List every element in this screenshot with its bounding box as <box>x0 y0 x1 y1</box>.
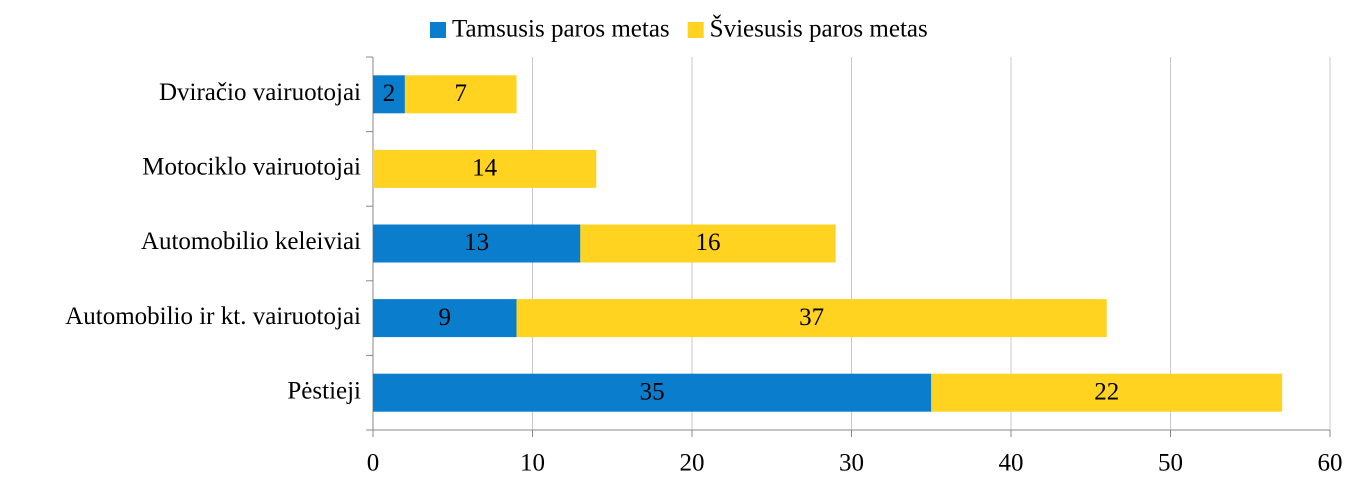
bar-segment <box>373 75 405 114</box>
data-label: 14 <box>472 155 498 182</box>
data-label: 2 <box>383 80 396 107</box>
x-tick-label: 30 <box>839 450 864 477</box>
data-label: 16 <box>695 229 720 256</box>
bar-segment <box>516 299 1107 338</box>
x-tick-label: 60 <box>1318 450 1343 477</box>
x-tick-label: 10 <box>520 450 545 477</box>
y-tick-label: Automobilio ir kt. vairuotojai <box>65 303 361 330</box>
bar-segment <box>373 224 581 263</box>
x-tick-label: 0 <box>367 450 380 477</box>
legend-swatch <box>430 22 446 38</box>
bar-segment <box>404 75 517 114</box>
x-tick-label: 20 <box>680 450 705 477</box>
y-tick-label: Motociklo vairuotojai <box>142 154 361 181</box>
data-label: 9 <box>439 304 452 331</box>
bar-segment <box>580 224 836 263</box>
bar-segment <box>931 373 1283 412</box>
legend-swatch <box>687 22 704 38</box>
x-tick-label: 50 <box>1158 450 1183 477</box>
y-tick-label: Dviračio vairuotojai <box>159 79 361 106</box>
bar-segment <box>373 373 932 412</box>
data-label: 7 <box>454 80 467 107</box>
y-tick-label: Automobilio keleiviai <box>141 228 361 255</box>
data-label: 35 <box>640 378 665 405</box>
data-label: 22 <box>1094 378 1119 405</box>
bar-segment <box>373 149 597 188</box>
y-tick-label: Pėstieji <box>287 377 361 404</box>
bar-segment <box>373 299 517 338</box>
legend-label: Šviesusis paros metas <box>710 14 928 43</box>
legend-label: Tamsusis paros metas <box>452 16 670 43</box>
x-tick-label: 40 <box>999 450 1024 477</box>
data-label: 37 <box>799 304 824 331</box>
data-label: 13 <box>464 229 489 256</box>
